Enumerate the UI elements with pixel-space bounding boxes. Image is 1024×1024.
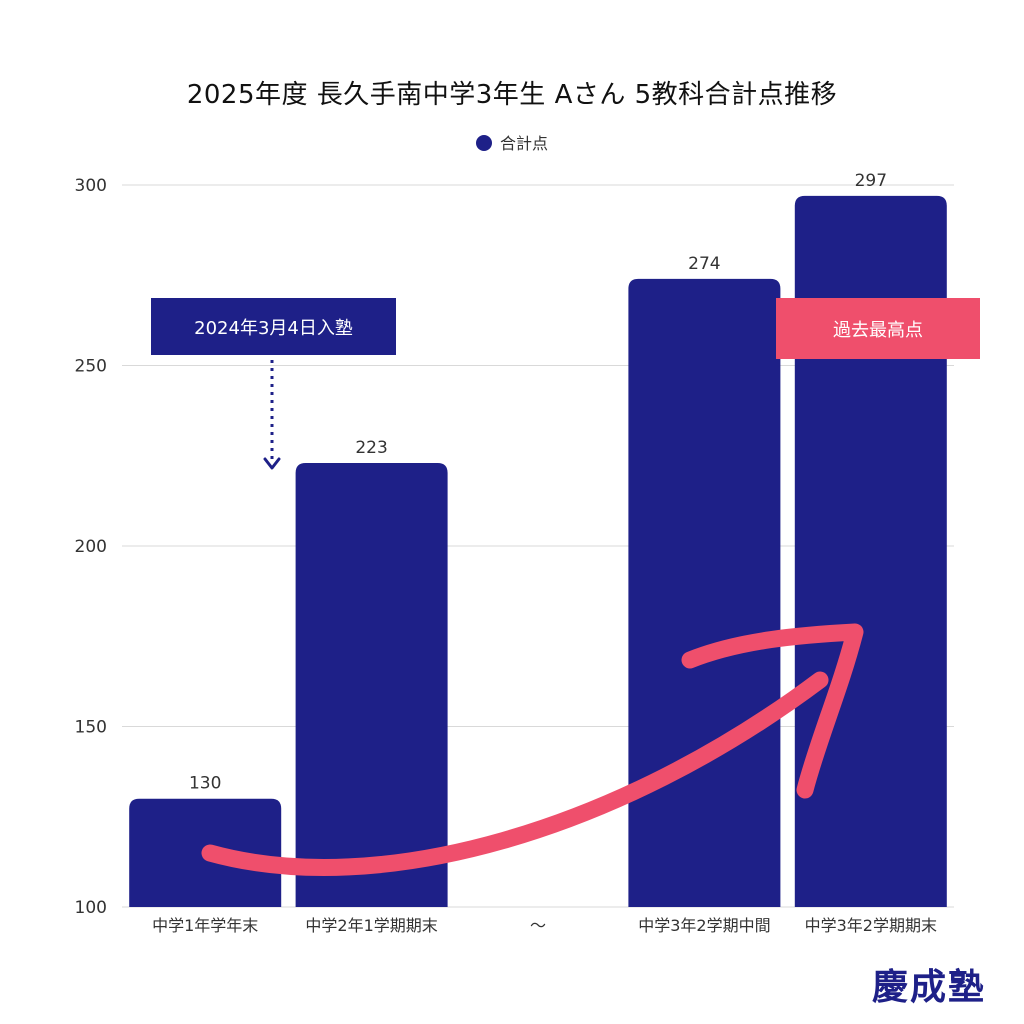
join-date-arrowhead-icon	[263, 457, 281, 470]
x-tick-label: 中学3年2学期中間	[638, 916, 770, 935]
x-tick-label: 中学2年1学期期末	[305, 916, 437, 935]
chart-title: 2025年度 長久手南中学3年生 Aさん 5教科合計点推移	[186, 80, 838, 110]
x-axis: 中学1年学年末 中学2年1学期期末 ～ 中学3年2学期中間 中学3年2学期期末	[152, 916, 937, 935]
record-high-label: 過去最高点	[833, 320, 923, 341]
growth-arrowhead-icon	[681, 623, 864, 799]
legend-label: 合計点	[499, 134, 548, 153]
brand-logo: 慶成塾	[871, 967, 986, 1008]
join-date-callout	[151, 298, 396, 355]
data-label: 130	[189, 774, 221, 794]
legend-dot-icon	[475, 135, 492, 151]
y-axis: 100 150 200 250 300	[75, 176, 107, 918]
bar	[628, 278, 781, 907]
bar	[295, 462, 448, 907]
legend: 合計点	[0, 130, 1024, 154]
y-tick-label: 300	[75, 176, 107, 196]
join-date-label: 2024年3月4日入塾	[194, 317, 353, 339]
bars: 130 223 274 297	[129, 171, 947, 907]
y-tick-label: 250	[75, 357, 107, 377]
growth-arrow-icon	[201, 671, 829, 876]
data-label: 297	[855, 171, 887, 191]
x-tick-label: ～	[530, 916, 546, 935]
y-tick-label: 100	[75, 898, 107, 918]
data-label: 223	[355, 438, 387, 458]
y-tick-label: 200	[75, 537, 107, 557]
y-tick-label: 150	[75, 718, 107, 738]
x-tick-label: 中学1年学年末	[152, 916, 258, 935]
record-high-callout	[776, 298, 980, 359]
data-label: 274	[688, 254, 720, 274]
x-tick-label: 中学3年2学期期末	[805, 916, 937, 935]
